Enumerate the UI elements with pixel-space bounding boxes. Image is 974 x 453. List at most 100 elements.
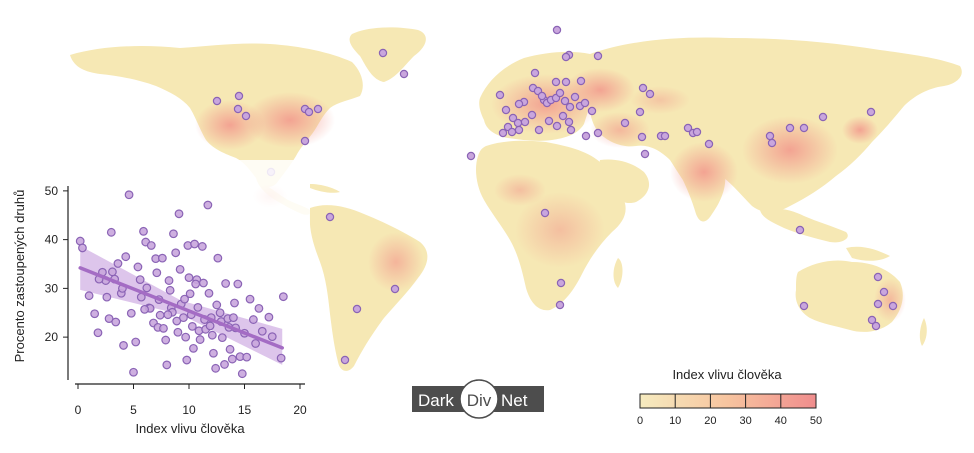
x-tick-label: 20 <box>293 403 307 417</box>
site-marker <box>507 127 517 137</box>
scatter-point <box>276 353 286 363</box>
site-marker <box>866 107 876 117</box>
scatter-point <box>90 309 100 319</box>
scatter-point <box>264 312 274 322</box>
scatter-point <box>139 226 148 236</box>
scatter-point <box>140 304 150 314</box>
legend-gradient-bar <box>639 393 817 409</box>
scatter-point <box>189 343 198 353</box>
site-marker <box>879 287 889 297</box>
scatter-point <box>159 323 168 333</box>
site-marker <box>399 69 409 79</box>
scatter-point <box>237 369 247 379</box>
land-greenland <box>349 27 426 83</box>
scatter-point <box>119 341 128 350</box>
site-marker <box>555 300 565 310</box>
scatter-point <box>187 322 197 331</box>
scatter-point <box>175 264 185 274</box>
logo-text-net: Net <box>501 391 528 410</box>
scatter-point <box>131 337 141 347</box>
site-marker <box>466 151 476 161</box>
site-marker <box>888 301 898 311</box>
site-marker <box>561 52 571 62</box>
scatter-point <box>254 303 264 313</box>
site-marker <box>593 128 603 138</box>
legend-tick-label: 50 <box>810 415 822 427</box>
site-marker <box>495 90 505 100</box>
site-marker <box>867 315 877 325</box>
site-marker <box>638 83 648 93</box>
site-marker <box>799 301 809 311</box>
y-tick-label: 50 <box>45 184 59 198</box>
y-tick-label: 20 <box>45 330 59 344</box>
site-marker <box>561 77 571 87</box>
site-marker <box>325 212 335 222</box>
scatter-point <box>257 326 267 336</box>
scatter-point <box>205 321 215 331</box>
y-tick-label: 40 <box>45 233 59 247</box>
scatter-points <box>75 190 288 379</box>
scatter-point <box>242 352 252 362</box>
scatter-point <box>248 315 258 324</box>
site-marker <box>620 118 630 128</box>
site-marker <box>304 107 314 117</box>
scatter-point <box>108 267 117 277</box>
logo-text-div: Div <box>467 391 492 410</box>
scatter-point <box>278 292 288 302</box>
scatter-point <box>164 276 174 285</box>
legend-tick-label: 40 <box>775 415 787 427</box>
site-marker <box>378 48 388 58</box>
legend-title: Index vlivu člověka <box>672 367 782 382</box>
site-marker <box>660 131 670 141</box>
scatter-point <box>106 227 116 237</box>
legend-tick-label: 10 <box>669 415 681 427</box>
scatter-point <box>191 279 201 289</box>
scatter-point <box>171 248 181 258</box>
scatter-point <box>233 279 243 289</box>
site-marker <box>544 116 554 126</box>
scatter-point <box>135 275 145 285</box>
site-marker <box>704 139 714 149</box>
x-tick-label: 10 <box>182 403 196 417</box>
scatter-point <box>228 313 238 323</box>
site-marker <box>765 131 775 141</box>
site-marker <box>581 131 591 141</box>
scatter-point <box>221 279 231 288</box>
scatter-point <box>155 310 165 320</box>
site-marker <box>692 127 702 137</box>
site-marker <box>818 112 828 122</box>
scatter-point <box>207 330 217 340</box>
scatter-point <box>173 327 183 337</box>
site-marker <box>570 92 580 102</box>
site-marker <box>640 149 650 159</box>
site-markers <box>212 25 898 365</box>
x-tick-label: 15 <box>238 403 252 417</box>
legend-ticks: 0 10 20 30 40 50 <box>637 394 822 427</box>
site-marker <box>241 111 251 121</box>
scatter-point <box>174 209 184 219</box>
scatter-point <box>211 363 221 373</box>
scatter-point <box>113 259 123 268</box>
site-marker <box>560 96 570 106</box>
scatter-point <box>169 229 178 239</box>
scatter-point <box>161 335 171 345</box>
site-marker <box>785 123 795 133</box>
site-marker <box>540 208 550 218</box>
trend-line <box>78 266 284 350</box>
site-marker <box>635 107 645 117</box>
site-marker <box>556 278 566 288</box>
site-marker <box>340 355 350 365</box>
site-marker <box>514 99 524 109</box>
scatter-point <box>195 335 205 344</box>
site-marker <box>683 123 693 133</box>
site-marker <box>551 77 561 87</box>
scatter-point <box>84 291 94 301</box>
site-marker <box>558 111 568 121</box>
site-marker <box>514 125 524 135</box>
scatter-point <box>157 253 167 263</box>
color-legend: Index vlivu člověka 0 10 20 30 40 50 <box>637 367 822 427</box>
scatter-point <box>267 332 277 342</box>
scatter-point <box>245 294 255 304</box>
legend-tick-label: 20 <box>704 415 716 427</box>
